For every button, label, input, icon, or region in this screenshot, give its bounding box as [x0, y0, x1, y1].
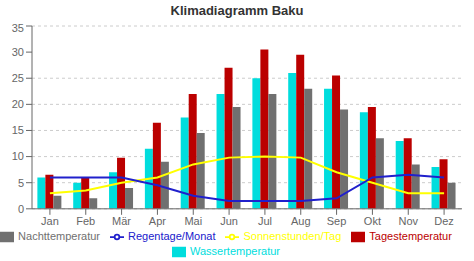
svg-text:15: 15: [12, 124, 24, 136]
svg-text:Dez: Dez: [434, 215, 454, 227]
svg-text:30: 30: [12, 46, 24, 58]
html-text:Tagestemperatur: Tagestemperatur: [369, 229, 452, 242]
html-text:Regentage/Monat: Regentage/Monat: [128, 229, 216, 242]
html-text:Klimadiagramm Baku: Klimadiagramm Baku: [170, 3, 304, 18]
svg-text:5: 5: [18, 177, 24, 189]
svg-text:Sep: Sep: [327, 215, 347, 227]
svg-text:Okt: Okt: [364, 215, 381, 227]
svg-text:20: 20: [12, 98, 24, 110]
svg-text:35: 35: [12, 22, 24, 34]
svg-text:Jan: Jan: [41, 215, 59, 227]
svg-text:25: 25: [12, 72, 24, 84]
svg-text:Apr: Apr: [149, 215, 166, 227]
html-text:Wassertemperatur: Wassertemperatur: [190, 244, 280, 257]
html-text:Nachttemperatur: Nachttemperatur: [18, 229, 100, 242]
html-text:Sonnenstunden/Tag: Sonnenstunden/Tag: [243, 229, 342, 242]
svg-text:Mai: Mai: [184, 215, 202, 227]
svg-text:Jul: Jul: [258, 215, 272, 227]
svg-text:0: 0: [18, 203, 24, 215]
svg-text:10: 10: [12, 150, 24, 162]
svg-text:Nov: Nov: [398, 215, 418, 227]
svg-text:Jun: Jun: [220, 215, 238, 227]
svg-text:Aug: Aug: [291, 215, 311, 227]
svg-text:Feb: Feb: [76, 215, 95, 227]
svg-text:Mär: Mär: [112, 215, 131, 227]
